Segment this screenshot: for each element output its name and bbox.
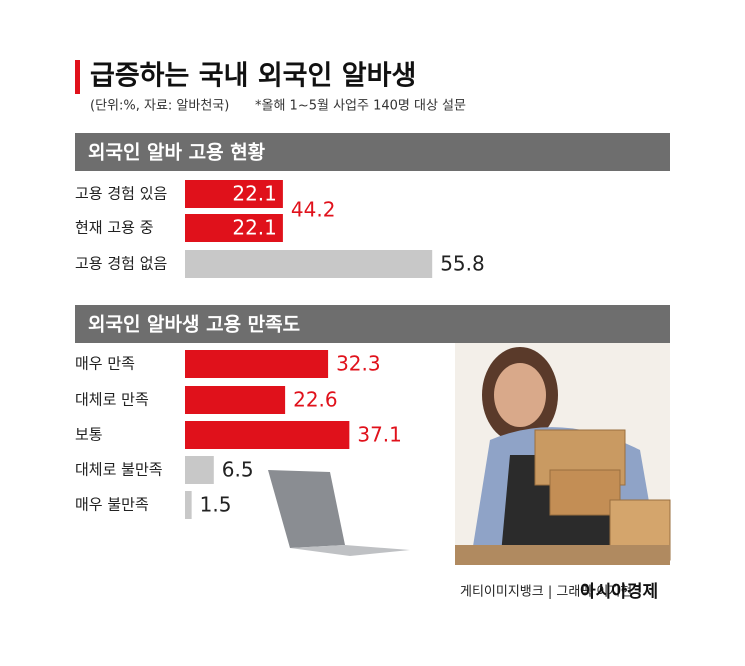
value-label: 32.3 xyxy=(336,352,381,376)
category-label: 대체로 만족 xyxy=(75,391,149,409)
value-label: 37.1 xyxy=(357,423,402,447)
section-header xyxy=(75,133,670,171)
photo xyxy=(268,330,671,565)
value-label: 22.6 xyxy=(293,388,338,412)
bar xyxy=(185,250,433,278)
brand: 아시아경제 xyxy=(580,582,658,602)
title: 급증하는 국내 외국인 알바생 xyxy=(90,61,416,92)
credits: 게티이미지뱅크 | 그래픽 이지현 xyxy=(460,585,632,600)
bar xyxy=(185,456,214,484)
value-label: 6.5 xyxy=(222,458,254,482)
bar xyxy=(185,386,286,414)
section-header xyxy=(75,305,670,343)
value-label: 55.8 xyxy=(440,252,485,276)
category-label: 현재 고용 중 xyxy=(75,219,154,237)
category-label: 고용 경험 있음 xyxy=(75,185,167,203)
title-accent xyxy=(75,60,80,94)
bar xyxy=(185,180,283,208)
category-label: 매우 불만족 xyxy=(75,496,149,514)
category-label: 매우 만족 xyxy=(75,355,135,373)
bar xyxy=(185,350,329,378)
value-label: 22.1 xyxy=(232,182,277,206)
value-label: 22.1 xyxy=(232,216,277,240)
section-title: 외국인 알바생 고용 만족도 xyxy=(88,314,300,336)
bar xyxy=(185,214,283,242)
bar xyxy=(185,491,192,519)
subtitle: (단위:%, 자료: 알바천국) xyxy=(90,99,229,114)
section-title: 외국인 알바 고용 현황 xyxy=(88,141,266,164)
group-total: 44.2 xyxy=(291,198,336,222)
category-label: 고용 경험 없음 xyxy=(75,255,167,273)
note: *올해 1~5월 사업주 140명 대상 설문 xyxy=(255,99,466,114)
bar xyxy=(185,421,350,449)
value-label: 1.5 xyxy=(200,493,232,517)
category-label: 보통 xyxy=(75,426,103,444)
category-label: 대체로 불만족 xyxy=(75,461,163,479)
